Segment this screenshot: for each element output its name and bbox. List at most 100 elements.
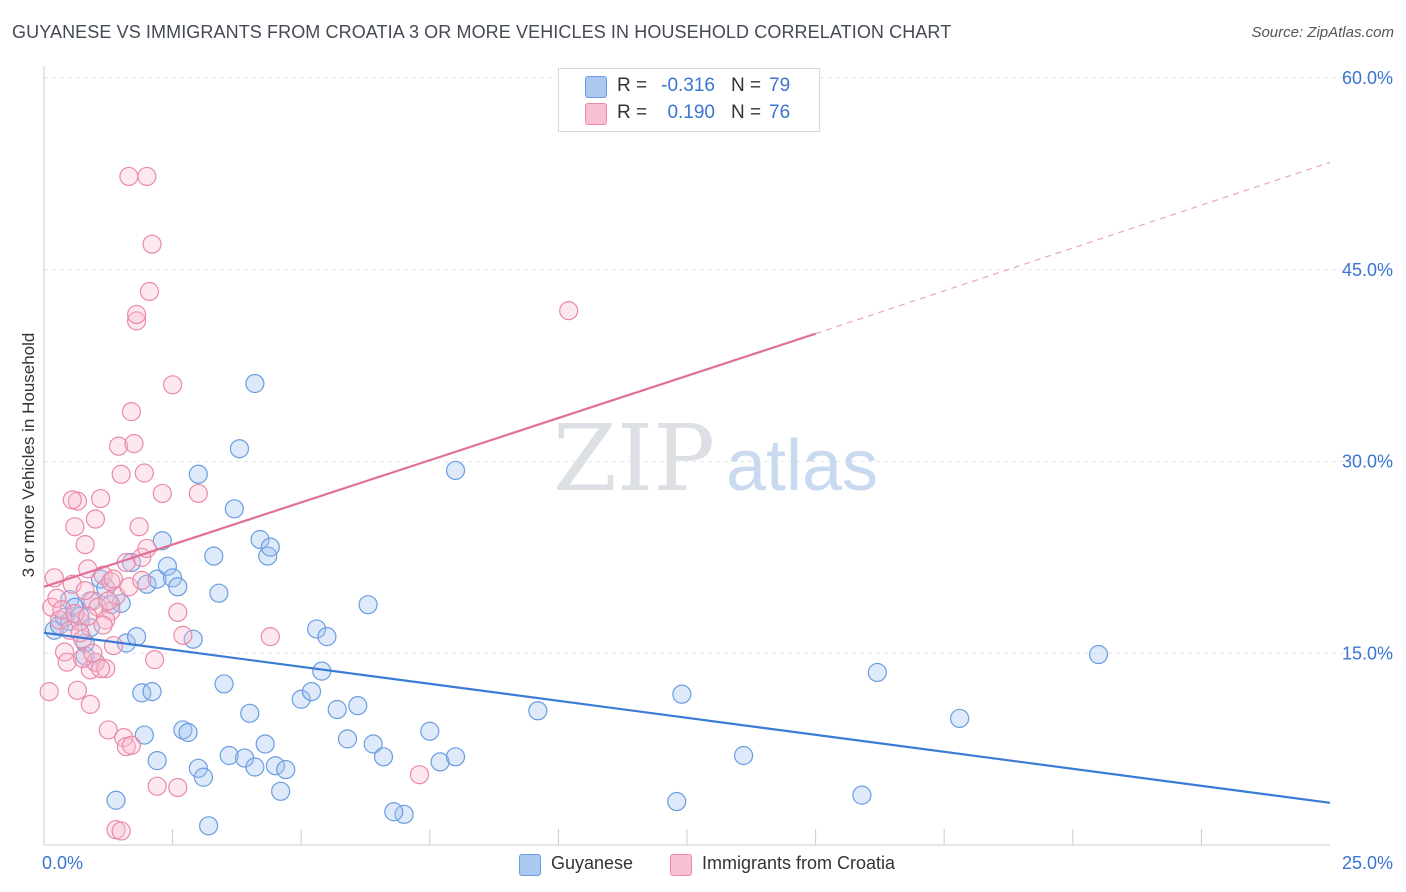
- watermark-zip: ZIP: [553, 405, 715, 512]
- stats-legend: R = -0.316 N = 79 R = 0.190 N = 76: [558, 68, 820, 132]
- croatia-swatch: [585, 103, 607, 125]
- guyanese-point: [420, 721, 440, 741]
- guyanese-point: [733, 745, 754, 766]
- croatia-point: [139, 281, 160, 302]
- croatia-point: [137, 166, 157, 187]
- y-tick-label: 15.0%: [1342, 643, 1393, 663]
- croatia-point: [72, 648, 93, 668]
- croatia-point: [62, 490, 82, 510]
- y-tick-label: 45.0%: [1342, 260, 1393, 280]
- guyanese-point: [528, 701, 548, 721]
- guyanese-point: [157, 556, 178, 576]
- guyanese-point: [337, 729, 358, 749]
- croatia-point: [409, 765, 430, 785]
- croatia-legend-swatch: [670, 854, 692, 876]
- guyanese-point: [219, 745, 239, 766]
- croatia-point: [103, 569, 124, 589]
- guyanese-point: [54, 607, 75, 628]
- croatia-point: [96, 658, 116, 679]
- guyanese-point: [255, 734, 275, 754]
- croatia-point: [142, 234, 162, 254]
- guyanese-point: [106, 790, 126, 810]
- n-label: N =: [731, 75, 762, 96]
- chart-title: GUYANESE VS IMMIGRANTS FROM CROATIA 3 OR…: [12, 22, 952, 42]
- n-label: N =: [731, 102, 762, 123]
- croatia-point: [119, 166, 139, 187]
- croatia-point: [132, 570, 152, 590]
- croatia-point: [78, 606, 98, 626]
- croatia-point: [98, 591, 118, 611]
- croatia-point: [126, 311, 147, 331]
- croatia-point: [80, 694, 100, 714]
- guyanese-point: [445, 747, 466, 767]
- n-value: 76: [769, 102, 791, 123]
- guyanese-point: [147, 751, 167, 771]
- croatia-point: [137, 538, 157, 559]
- y-tick-label: 30.0%: [1342, 452, 1393, 472]
- croatia-point: [173, 625, 193, 645]
- guyanese-point: [950, 708, 970, 729]
- guyanese-point: [209, 583, 229, 603]
- guyanese-point: [271, 781, 291, 801]
- croatia-point: [67, 680, 88, 700]
- guyanese-point: [204, 546, 224, 566]
- croatia-point: [129, 517, 149, 537]
- r-label: R =: [617, 102, 648, 123]
- croatia-point: [75, 581, 95, 601]
- guyanese-point: [373, 747, 394, 767]
- guyanese-point: [240, 703, 260, 723]
- croatia-point: [96, 610, 116, 630]
- croatia-point: [52, 600, 72, 620]
- croatia-point: [90, 658, 111, 679]
- guyanese-trendline: [43, 631, 1331, 804]
- croatia-point: [168, 602, 188, 622]
- croatia-point: [47, 588, 67, 608]
- guyanese-point: [672, 684, 692, 704]
- guyanese-point: [667, 791, 687, 812]
- croatia-point: [108, 436, 129, 456]
- croatia-point: [124, 434, 144, 454]
- guyanese-point: [317, 627, 337, 647]
- guyanese-point: [276, 759, 296, 780]
- guyanese-point: [358, 595, 378, 615]
- guyanese-point: [188, 758, 208, 778]
- guyanese-point: [245, 373, 265, 394]
- croatia-point: [83, 591, 103, 611]
- guyanese-point: [229, 439, 250, 459]
- croatia-point: [111, 464, 131, 484]
- guyanese-point: [250, 529, 270, 550]
- guyanese-point: [121, 552, 142, 573]
- source-label: Source: ZipAtlas.com: [1251, 24, 1394, 41]
- guyanese-point: [260, 537, 280, 557]
- guyanese-point: [178, 722, 198, 743]
- croatia-point: [152, 483, 172, 504]
- guyanese-legend-swatch: [519, 854, 541, 876]
- guyanese-point: [183, 629, 203, 649]
- croatia-point: [85, 509, 106, 529]
- y-axis-title-wrap: 3 or more Vehicles in Household: [14, 0, 44, 892]
- croatia-point: [559, 301, 579, 321]
- y-tick-label: 60.0%: [1342, 68, 1393, 88]
- guyanese-point: [348, 696, 368, 716]
- croatia-point: [121, 735, 142, 755]
- croatia-trendline: [43, 332, 816, 588]
- guyanese-point: [852, 785, 872, 805]
- croatia-point: [93, 615, 113, 635]
- croatia-point: [147, 776, 167, 796]
- croatia-trendline-extension: [815, 161, 1331, 335]
- guyanese-swatch: [585, 76, 607, 98]
- croatia-point: [144, 650, 165, 670]
- guyanese-point: [147, 569, 167, 589]
- guyanese-point: [307, 619, 327, 639]
- croatia-point: [57, 652, 77, 672]
- guyanese-point: [430, 752, 450, 772]
- croatia-point: [75, 534, 95, 555]
- croatia-point: [90, 488, 111, 509]
- guyanese-point: [301, 681, 322, 702]
- croatia-point: [111, 821, 131, 841]
- guyanese-point: [142, 681, 162, 702]
- watermark-atlas: atlas: [726, 426, 878, 506]
- guyanese-point: [214, 674, 234, 694]
- guyanese-point: [1088, 644, 1109, 665]
- croatia-point: [103, 635, 124, 656]
